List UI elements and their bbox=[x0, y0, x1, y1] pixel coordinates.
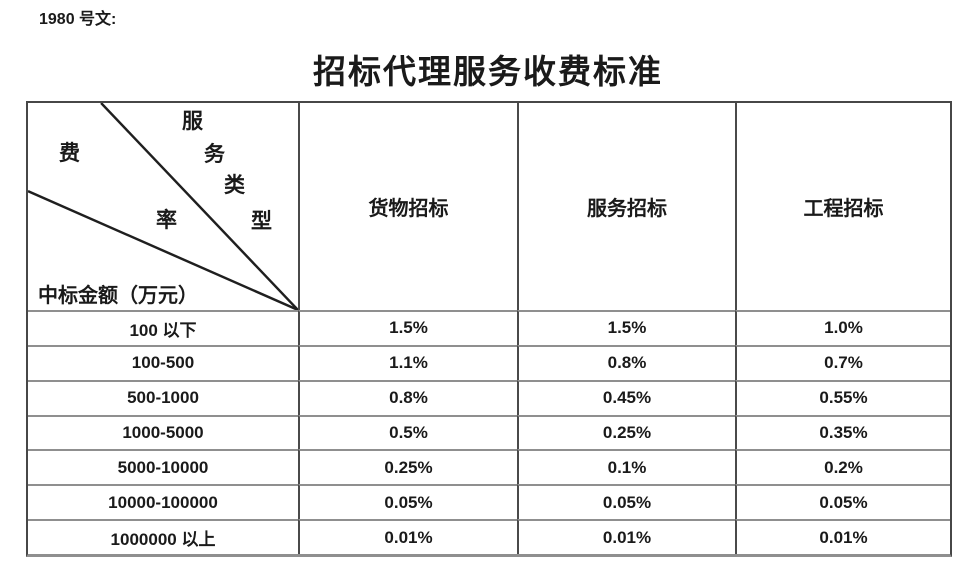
rate-cell: 1.5% bbox=[298, 310, 517, 345]
corner-label-amount: 中标金额（万元） bbox=[38, 283, 198, 307]
rate-cell: 0.2% bbox=[735, 449, 950, 485]
column-header-engineering: 工程招标 bbox=[735, 103, 950, 310]
rate-cell: 1.0% bbox=[735, 310, 950, 345]
rate-cell: 0.5% bbox=[298, 414, 517, 450]
corner-label-service-type-char: 服 bbox=[182, 108, 203, 133]
rate-cell: 0.25% bbox=[517, 414, 735, 450]
rate-cell: 0.01% bbox=[517, 519, 735, 554]
rate-cell: 0.8% bbox=[298, 379, 517, 415]
corner-header-cell: 服 务 类 型 费 率 中标金额（万元） bbox=[28, 103, 298, 310]
rate-cell: 1.1% bbox=[298, 344, 517, 380]
column-header-goods: 货物招标 bbox=[298, 103, 517, 310]
amount-range-cell: 100 以下 bbox=[28, 310, 298, 345]
rate-cell: 0.35% bbox=[735, 414, 950, 450]
amount-range-cell: 10000-100000 bbox=[28, 484, 298, 519]
corner-label-service-type-char: 务 bbox=[204, 141, 225, 166]
corner-label-service-type-char: 型 bbox=[251, 208, 272, 233]
rate-cell: 0.8% bbox=[517, 344, 735, 380]
corner-label-service-type-char: 类 bbox=[224, 172, 245, 197]
column-header-services: 服务招标 bbox=[517, 103, 735, 310]
rate-cell: 0.25% bbox=[298, 449, 517, 485]
amount-range-cell: 500-1000 bbox=[28, 379, 298, 415]
page-title: 招标代理服务收费标准 bbox=[313, 52, 663, 91]
rate-cell: 0.01% bbox=[298, 519, 517, 554]
amount-range-cell: 1000-5000 bbox=[28, 414, 298, 450]
rate-cell: 0.7% bbox=[735, 344, 950, 380]
corner-label-fee-rate-char: 率 bbox=[156, 207, 177, 232]
doc-ref: 1980 号文: bbox=[39, 11, 117, 28]
amount-range-cell: 100-500 bbox=[28, 344, 298, 380]
rate-cell: 0.01% bbox=[735, 519, 950, 554]
rate-cell: 0.45% bbox=[517, 379, 735, 415]
rate-cell: 0.05% bbox=[735, 484, 950, 520]
diagonal-divider-lines bbox=[28, 103, 298, 310]
corner-label-fee-rate-char: 费 bbox=[59, 140, 80, 165]
rate-cell: 0.1% bbox=[517, 449, 735, 485]
rate-cell: 1.5% bbox=[517, 310, 735, 345]
rate-cell: 0.55% bbox=[735, 379, 950, 415]
amount-range-cell: 1000000 以上 bbox=[28, 519, 298, 554]
rate-cell: 0.05% bbox=[298, 484, 517, 520]
amount-range-cell: 5000-10000 bbox=[28, 449, 298, 484]
fee-table: 服 务 类 型 费 率 中标金额（万元） 货物招标 服务招标 工程招标 100 … bbox=[26, 101, 952, 557]
rate-cell: 0.05% bbox=[517, 484, 735, 520]
